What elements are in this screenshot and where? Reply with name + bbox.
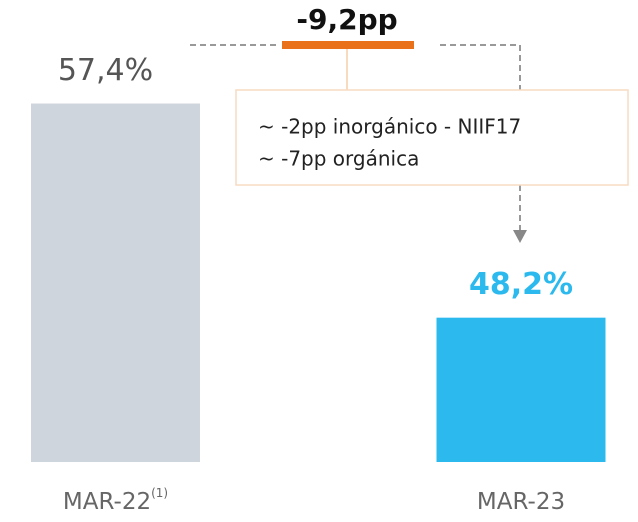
value-label: 48,2% <box>469 267 573 302</box>
note-line: ~ -2pp inorgánico - NIIF17 <box>258 115 521 139</box>
delta-bar <box>282 41 414 49</box>
bar <box>31 103 200 463</box>
x-tick-label: MAR-23 <box>477 489 565 515</box>
category: MAR-22 <box>63 489 151 515</box>
footnote-marker: (1) <box>151 486 168 500</box>
note-line: ~ -7pp orgánica <box>258 147 419 171</box>
delta-label: -9,2pp <box>296 3 397 36</box>
bar <box>436 317 606 462</box>
arrow-head <box>513 230 527 243</box>
x-tick-label: MAR-22(1) <box>63 486 168 515</box>
value-label: 57,4% <box>58 53 153 88</box>
category: MAR-23 <box>477 489 565 515</box>
note-box <box>235 89 629 186</box>
